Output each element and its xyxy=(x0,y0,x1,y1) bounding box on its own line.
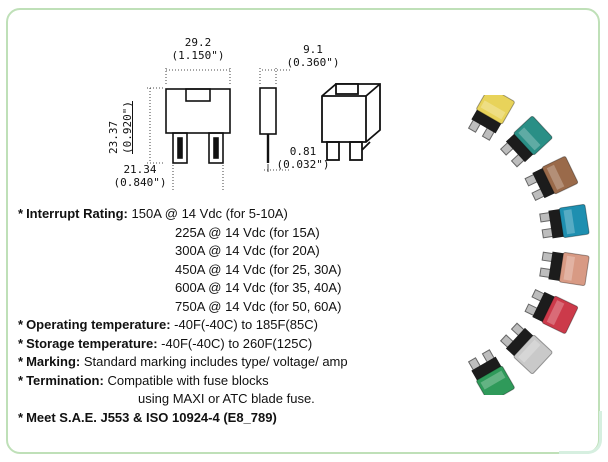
spec-list: * Interrupt Rating: 150A @ 14 Vdc (for 5-… xyxy=(18,205,488,427)
rating-line: 300A @ 14 Vdc (for 20A) xyxy=(175,243,320,258)
termination-line: * Termination: Compatible with fuse block… xyxy=(18,372,269,388)
fuse-icon xyxy=(524,156,579,201)
fuse-icon xyxy=(539,204,590,239)
standards-line: * Meet S.A.E. J553 & ISO 10924-4 (E8_789) xyxy=(18,409,277,425)
fuse-icon xyxy=(499,115,553,168)
fuse-dimension-drawing xyxy=(147,68,381,190)
thickness-dimension: 9.1 (0.360") xyxy=(286,43,340,69)
perspective-view xyxy=(321,83,381,161)
fuse-icon xyxy=(467,95,515,141)
operating-temperature-line: * Operating temperature: -40F(-40C) to 18… xyxy=(18,317,318,332)
fuse-icon xyxy=(524,289,579,334)
termination-line-2: using MAXI or ATC blade fuse. xyxy=(138,391,315,406)
height-dimension-in: (0.920") xyxy=(121,101,134,154)
front-blade-right xyxy=(208,132,224,164)
side-view xyxy=(259,87,277,163)
card-corner-glow xyxy=(559,411,602,454)
blade-thickness-dimension: 0.81 (0.032") xyxy=(276,145,330,171)
rating-line: 225A @ 14 Vdc (for 15A) xyxy=(175,224,320,240)
front-body xyxy=(165,88,231,134)
height-dimension: 23.37 xyxy=(107,120,120,154)
fuse-icon xyxy=(539,251,590,286)
front-window xyxy=(185,88,211,102)
fuse-icon xyxy=(499,322,553,375)
side-body xyxy=(259,87,277,135)
rating-line: 750A @ 14 Vdc (for 50, 60A) xyxy=(175,298,342,314)
width-dimension: 29.2 (1.150") xyxy=(171,36,225,62)
front-view xyxy=(165,88,231,164)
rating-line: 450A @ 14 Vdc (for 25, 30A) xyxy=(175,261,342,277)
fuse-icon xyxy=(467,349,515,395)
marking-line: * Marking: Standard marking includes type… xyxy=(18,354,348,369)
front-blade-left xyxy=(172,132,188,164)
fuse-fan-image xyxy=(467,95,590,395)
interrupt-rating-line: * Interrupt Rating: 150A @ 14 Vdc (for 5-… xyxy=(18,206,288,221)
storage-temperature-line: * Storage temperature: -40F(-40C) to 260F… xyxy=(18,335,313,351)
rating-line: 600A @ 14 Vdc (for 35, 40A) xyxy=(175,280,342,295)
blade-span-dimension: 21.34 (0.840") xyxy=(113,163,167,189)
